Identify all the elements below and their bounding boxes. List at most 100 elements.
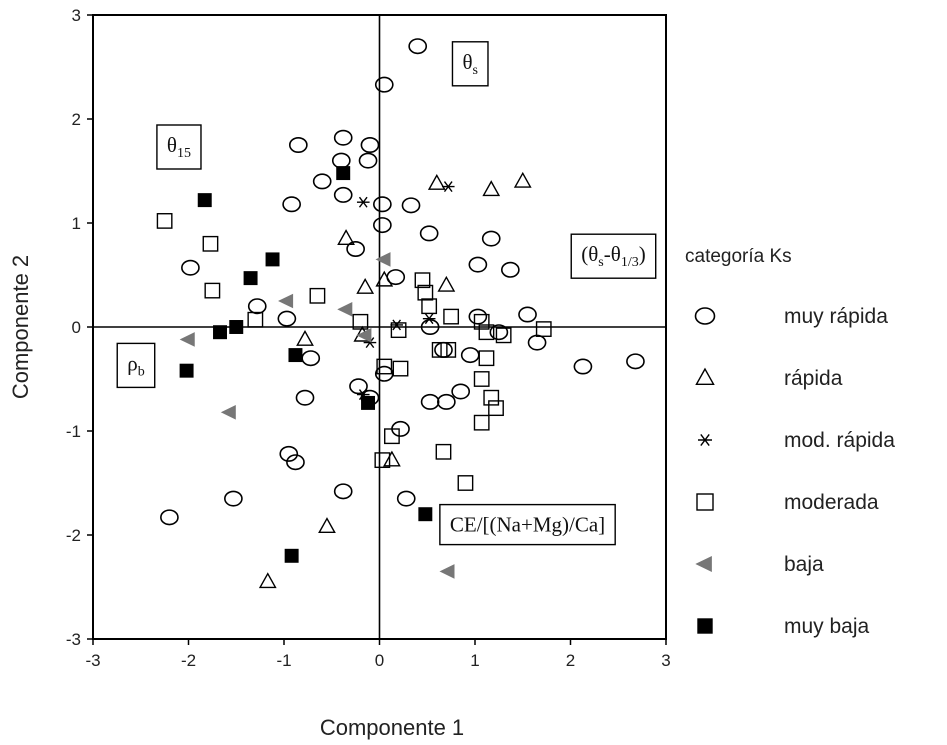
annotation-mid: -θ	[604, 242, 621, 266]
annotation-subscript-2: 1/3	[621, 255, 639, 270]
series-baja	[179, 252, 455, 579]
legend-item: muy rápida	[694, 305, 888, 328]
annotation-box	[451, 41, 489, 87]
legend-item: baja	[695, 553, 824, 576]
data-point	[513, 171, 532, 188]
data-point	[414, 272, 431, 289]
data-point	[333, 129, 353, 146]
data-point	[373, 217, 392, 234]
legend-item: muy baja	[697, 615, 870, 638]
data-point	[333, 483, 353, 500]
data-point	[489, 324, 509, 341]
annotation-subscript: s	[598, 255, 603, 270]
annotation-subscript: 15	[177, 146, 191, 161]
axis-ticks: -3 -2 -1 0 1 2 3 3 2 1 0 -1 -2 -3	[66, 6, 671, 670]
data-point	[258, 572, 277, 589]
data-point	[277, 310, 297, 327]
legend-label: moderada	[784, 491, 879, 514]
data-point	[420, 393, 440, 410]
y-tick-label: -2	[66, 526, 81, 545]
data-point	[220, 404, 236, 420]
legend-label: baja	[784, 553, 824, 576]
data-point	[439, 564, 455, 579]
data-point	[349, 378, 368, 395]
data-point	[284, 548, 299, 563]
series-r-pida	[258, 171, 532, 589]
data-point	[373, 196, 392, 213]
data-point	[296, 329, 314, 346]
annotation-main: θ	[462, 50, 472, 74]
data-point	[383, 450, 401, 467]
annotation-main: (θ	[581, 242, 598, 266]
data-point	[473, 371, 490, 387]
data-point	[495, 327, 512, 344]
legend-label: mod. rápida	[784, 429, 895, 452]
data-point	[213, 325, 227, 340]
annotation-main: ρ	[127, 351, 137, 375]
data-point	[481, 230, 501, 247]
annotation-rho_b: ρb	[116, 342, 156, 389]
data-point	[473, 414, 490, 431]
legend-label: muy baja	[784, 615, 870, 638]
data-point	[573, 358, 593, 375]
data-point	[437, 393, 456, 410]
data-point	[312, 173, 332, 190]
legend-item: rápida	[695, 367, 843, 390]
annotation-text: ρb	[127, 351, 144, 379]
data-point	[358, 152, 378, 169]
y-tick-label: -1	[66, 422, 81, 441]
data-point	[434, 341, 453, 358]
data-point	[375, 270, 394, 287]
data-point	[478, 324, 495, 341]
annotation-text: θ15	[167, 133, 191, 161]
legend-marker	[697, 618, 713, 634]
legend-marker	[695, 555, 712, 573]
x-axis-title: Componente 1	[320, 715, 464, 740]
legend-item: mod. rápida	[698, 429, 895, 452]
data-point	[483, 389, 500, 406]
data-point	[418, 507, 433, 522]
data-point	[419, 225, 439, 242]
data-point	[243, 271, 258, 286]
data-point	[440, 341, 457, 358]
data-point	[443, 308, 460, 325]
annotation-main: θ	[167, 133, 177, 157]
data-point	[500, 261, 520, 278]
data-point	[376, 358, 393, 375]
x-tick-label: -3	[85, 651, 100, 670]
data-point	[527, 334, 547, 351]
data-point	[392, 360, 409, 377]
data-point	[247, 311, 264, 328]
data-point	[309, 287, 326, 304]
data-point	[288, 348, 303, 363]
legend-label: muy rápida	[784, 305, 888, 328]
data-point	[352, 313, 369, 330]
annotation-main: CE/[(Na+Mg)/Ca]	[450, 513, 605, 537]
legend-item: moderada	[696, 491, 879, 514]
legend-title: categoría Ks	[685, 246, 792, 267]
data-point	[488, 400, 504, 417]
x-tick-label: 0	[375, 651, 384, 670]
data-point	[482, 180, 501, 197]
annotation-text: CE/[(Na+Mg)/Ca]	[450, 513, 605, 537]
annotation-ce_ratio: CE/[(Na+Mg)/Ca]	[439, 503, 616, 546]
x-tick-label: 2	[566, 651, 575, 670]
data-point	[361, 395, 376, 410]
data-point	[318, 517, 336, 534]
annotation-theta_diff: (θs-θ1/3)	[570, 233, 657, 279]
data-points	[156, 38, 645, 589]
data-point	[346, 241, 365, 258]
data-point	[390, 319, 403, 331]
data-point	[278, 293, 294, 309]
annotation-box	[156, 124, 202, 170]
data-point	[437, 275, 456, 292]
data-point	[204, 282, 221, 299]
data-point	[401, 197, 421, 214]
annotation-end: )	[639, 242, 646, 266]
legend-marker	[694, 307, 716, 325]
data-point	[451, 383, 471, 400]
data-point	[156, 213, 173, 229]
data-point	[478, 350, 495, 367]
annotation-subscript: s	[473, 63, 478, 78]
data-point	[408, 38, 428, 55]
